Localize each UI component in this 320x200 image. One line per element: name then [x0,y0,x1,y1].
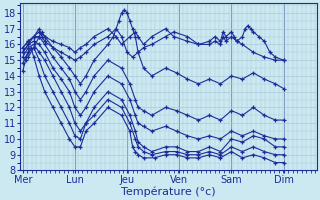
X-axis label: Température (°c): Température (°c) [121,186,216,197]
